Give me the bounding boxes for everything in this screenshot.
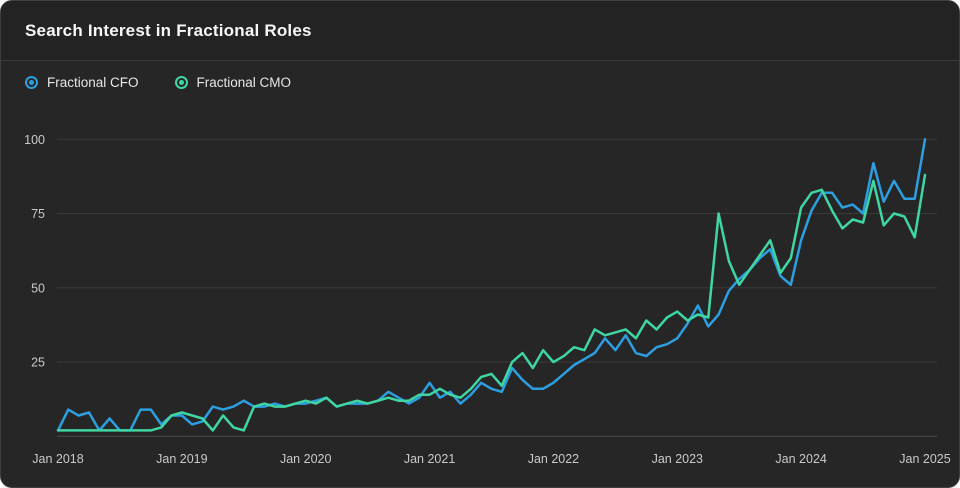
legend-label-cfo: Fractional CFO (47, 75, 139, 90)
cmo-radio-icon (174, 76, 188, 89)
y-tick-label-50: 50 (31, 281, 45, 295)
legend-item-fractional-cfo[interactable]: Fractional CFO (25, 75, 139, 90)
chart-legend: Fractional CFO Fractional CMO (25, 75, 291, 90)
series-line-fractional-cmo (56, 173, 927, 432)
x-tick-label-jan-2022: Jan 2022 (528, 452, 579, 466)
y-tick-label-25: 25 (31, 356, 45, 370)
series-line-fractional-cfo (56, 138, 927, 432)
x-tick-label-jan-2019: Jan 2019 (156, 452, 207, 466)
x-tick-label-jan-2020: Jan 2020 (280, 452, 331, 466)
cfo-radio-icon (25, 76, 38, 89)
y-tick-label-100: 100 (24, 133, 45, 147)
legend-item-fractional-cmo[interactable]: Fractional CMO (174, 75, 292, 90)
card-header: Search Interest in Fractional Roles (1, 1, 959, 61)
x-tick-label-jan-2021: Jan 2021 (404, 452, 455, 466)
x-tick-label-jan-2024: Jan 2024 (775, 452, 826, 466)
x-tick-label-jan-2023: Jan 2023 (652, 452, 703, 466)
legend-label-cmo: Fractional CMO (196, 75, 292, 90)
x-tick-label-jan-2025: Jan 2025 (899, 452, 950, 466)
chart-title: Search Interest in Fractional Roles (25, 20, 312, 40)
y-tick-label-75: 75 (31, 207, 45, 221)
x-tick-label-jan-2018: Jan 2018 (32, 452, 83, 466)
